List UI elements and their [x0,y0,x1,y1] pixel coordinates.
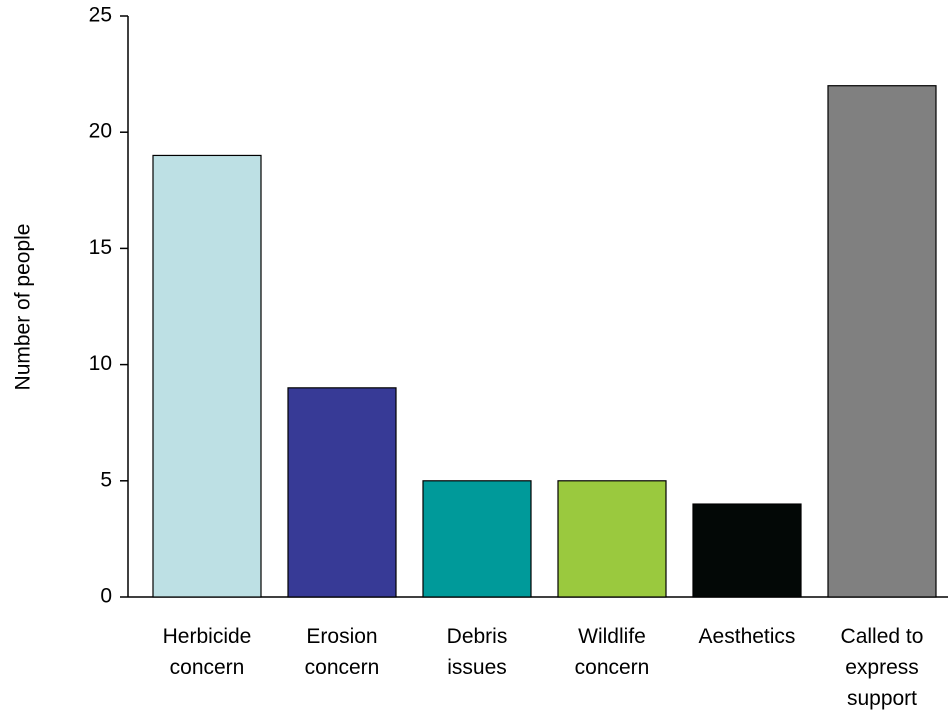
y-axis-title: Number of people [12,224,35,391]
x-tick-label: Wildlife concern [575,625,650,679]
bar [692,503,802,598]
y-tick-label: 25 [89,4,112,27]
bar [827,85,937,598]
x-tick-label: Debris issues [447,625,508,679]
y-tick-label: 15 [89,236,112,259]
x-tick-label: Called to express support [841,625,924,710]
bar [422,480,532,598]
bar [557,480,667,598]
bar [287,387,397,598]
y-tick-label: 10 [89,352,112,375]
x-tick-label: Erosion concern [305,625,380,679]
bar [152,154,262,598]
y-tick-label: 5 [100,468,112,491]
y-tick-label: 20 [89,120,112,143]
x-tick-label: Herbicide concern [163,625,252,679]
y-tick-label: 0 [100,585,112,608]
x-tick-label: Aesthetics [699,625,796,648]
